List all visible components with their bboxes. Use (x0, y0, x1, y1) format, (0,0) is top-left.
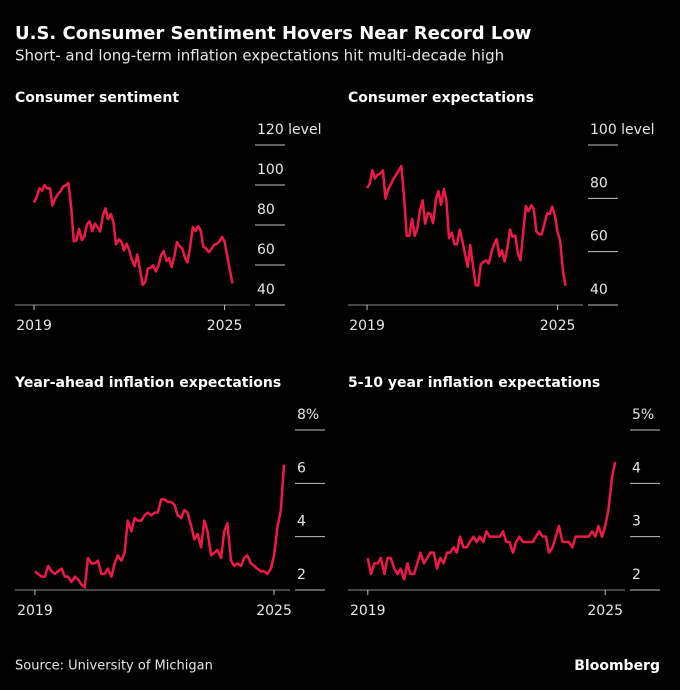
x-tick-label: 2025 (207, 318, 243, 334)
y-tick-label: 40 (257, 282, 275, 298)
y-tick-label: 100 (257, 162, 284, 178)
y-tick-label: 60 (257, 242, 275, 258)
y-tick-label: 2 (297, 567, 306, 583)
page-subtitle: Short- and long-term inflation expectati… (15, 47, 504, 65)
x-tick-label: 2025 (587, 603, 623, 619)
data-line (32, 181, 234, 287)
panel-title: 5-10 year inflation expectations (348, 375, 600, 391)
data-line (366, 461, 617, 581)
y-tick-label: 100 level (590, 122, 654, 138)
y-tick-label: 2 (632, 567, 641, 583)
y-tick-label: 4 (632, 460, 641, 476)
y-tick-label: 40 (590, 282, 608, 298)
x-tick-label: 2025 (540, 318, 576, 334)
panel-title: Consumer sentiment (15, 90, 179, 106)
y-tick-label: 8% (297, 407, 319, 423)
y-tick-label: 120 level (257, 122, 321, 138)
x-tick-label: 2019 (349, 318, 385, 334)
y-tick-label: 3 (632, 514, 641, 530)
brand: Bloomberg (574, 658, 660, 674)
y-tick-label: 6 (297, 460, 306, 476)
y-tick-label: 80 (590, 175, 608, 191)
y-tick-label: 80 (257, 202, 275, 218)
x-tick-label: 2019 (350, 603, 386, 619)
data-line (365, 164, 567, 287)
y-tick-label: 4 (297, 514, 306, 530)
y-tick-label: 60 (590, 229, 608, 245)
panel-title: Year-ahead inflation expectations (14, 375, 281, 391)
data-line (34, 464, 286, 589)
x-tick-label: 2025 (256, 603, 292, 619)
y-tick-label: 5% (632, 407, 654, 423)
panel-title: Consumer expectations (348, 90, 534, 106)
source: Source: University of Michigan (15, 659, 213, 674)
x-tick-label: 2019 (17, 603, 53, 619)
page-title: U.S. Consumer Sentiment Hovers Near Reco… (15, 23, 531, 44)
x-tick-label: 2019 (16, 318, 52, 334)
